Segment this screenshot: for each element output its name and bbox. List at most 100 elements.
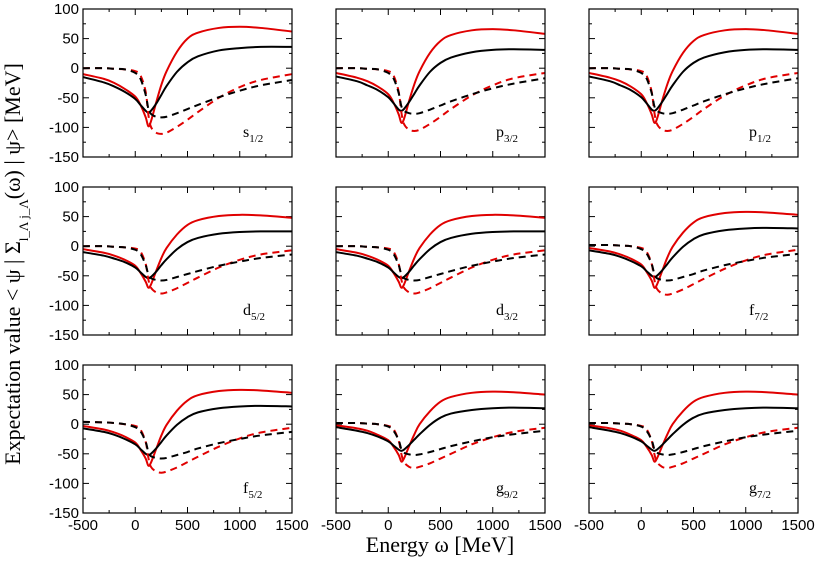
panel-frame: [82, 186, 293, 336]
series-line-3: [83, 245, 292, 295]
series-line-2: [589, 226, 798, 278]
panel-orbital-letter: f: [749, 302, 755, 319]
x-tick-label: 500: [175, 517, 200, 534]
y-axis-title: Expectation value < ψ | Σl_Λ j_Λ(ω) | ψ>…: [0, 63, 31, 465]
y-tick-label: -100: [49, 475, 79, 492]
panel-frame: [588, 186, 799, 336]
series-line-3: [336, 67, 545, 132]
series-line-3: [83, 67, 292, 135]
y-tick-label: -50: [57, 446, 79, 463]
panel-orbital-label: p1/2: [749, 124, 771, 145]
series-line-4: [83, 420, 292, 460]
series-line-2: [83, 45, 292, 114]
y-tick-label: 100: [54, 357, 79, 374]
series-line-4: [589, 67, 798, 115]
panel-orbital-letter: f: [243, 480, 249, 497]
series-line-1: [336, 390, 545, 463]
panel-2-3: f7/2: [588, 186, 799, 336]
panel-frame: [588, 8, 799, 158]
series-line-3: [83, 420, 292, 474]
panel-orbital-letter: p: [496, 124, 504, 141]
panel-orbital-label: g7/2: [749, 480, 771, 501]
series-line-1: [336, 213, 545, 289]
panel-orbital-label: d5/2: [243, 302, 265, 323]
y-axis-title-tail: (ω) | ψ> [MeV]: [0, 63, 25, 199]
series-line-2: [83, 404, 292, 456]
panel-orbital-letter: d: [243, 302, 251, 319]
panel-orbital-letter: g: [749, 480, 757, 497]
panel-orbital-label: g9/2: [496, 480, 518, 501]
series-group: [589, 390, 798, 470]
series-group: [336, 213, 545, 295]
series-line-2: [83, 230, 292, 280]
x-tick-label: -500: [321, 517, 351, 534]
y-tick-label: 50: [62, 31, 79, 48]
y-tick-label: 0: [71, 60, 79, 77]
series-line-4: [83, 67, 292, 119]
x-tick-label: 1000: [223, 517, 256, 534]
panel-frame: [335, 364, 546, 514]
series-line-4: [336, 67, 545, 115]
y-tick-label: -100: [49, 297, 79, 314]
y-axis-title-main: Expectation value < ψ | Σ: [0, 241, 25, 465]
y-tick-label: -150: [49, 505, 79, 522]
x-tick-label: 0: [131, 517, 139, 534]
series-line-1: [589, 390, 798, 463]
series-line-2: [336, 230, 545, 280]
panel-orbital-letter: g: [496, 480, 504, 497]
y-tick-label: -150: [49, 149, 79, 166]
series-line-3: [589, 67, 798, 132]
series-line-1: [589, 28, 798, 124]
panel-frame: [335, 8, 546, 158]
series-line-2: [336, 48, 545, 112]
panel-3-2: -500 0 500 1000 1500 g9/2: [321, 364, 562, 534]
panel-orbital-subscript: 5/2: [251, 311, 265, 323]
series-line-2: [589, 48, 798, 112]
series-line-1: [589, 210, 798, 289]
x-tick-label: -500: [574, 517, 604, 534]
y-tick-label: -100: [49, 119, 79, 136]
series-line-4: [336, 245, 545, 282]
y-tick-label: 50: [62, 209, 79, 226]
panel-frame: [335, 186, 546, 336]
panel-orbital-subscript: 3/2: [504, 133, 518, 145]
x-tick-label: 500: [681, 517, 706, 534]
x-tick-label: 1000: [729, 517, 762, 534]
y-axis-title-subscript: l_Λ j_Λ: [16, 199, 31, 242]
panel-orbital-subscript: 5/2: [248, 489, 262, 501]
series-group: [336, 28, 545, 132]
y-tick-label: 0: [71, 416, 79, 433]
panel-orbital-letter: p: [749, 124, 757, 141]
series-line-4: [589, 243, 798, 282]
y-tick-label: 100: [54, 179, 79, 196]
x-tick-label: 0: [637, 517, 645, 534]
series-line-1: [336, 28, 545, 124]
panel-frame: [82, 8, 293, 158]
y-tick-label: 100: [54, 1, 79, 18]
series-group: [83, 388, 292, 474]
panel-orbital-subscript: 1/2: [757, 133, 771, 145]
panel-1-2: p3/2: [335, 8, 546, 158]
x-axis-title: Energy ω [MeV]: [366, 532, 514, 557]
panel-orbital-subscript: 7/2: [757, 489, 771, 501]
panel-frame: [82, 364, 293, 514]
x-tick-label: 1500: [275, 517, 308, 534]
series-line-3: [589, 243, 798, 296]
series-line-1: [83, 25, 292, 128]
panel-3-3: -500 0 500 1000 1500 g7/2: [574, 364, 815, 534]
y-tick-label: 50: [62, 387, 79, 404]
panel-orbital-subscript: 7/2: [754, 311, 768, 323]
panel-orbital-label: p3/2: [496, 124, 518, 145]
series-line-1: [83, 388, 292, 467]
x-tick-label: 1500: [528, 517, 561, 534]
series-group: [336, 390, 545, 470]
series-line-4: [336, 421, 545, 456]
series-group: [589, 210, 798, 296]
panel-orbital-label: f7/2: [749, 302, 768, 323]
series-line-4: [83, 245, 292, 282]
panel-orbital-subscript: 1/2: [249, 133, 263, 145]
panel-2-1: -150 -100 -50 0 50 100 d5/2: [49, 179, 293, 344]
